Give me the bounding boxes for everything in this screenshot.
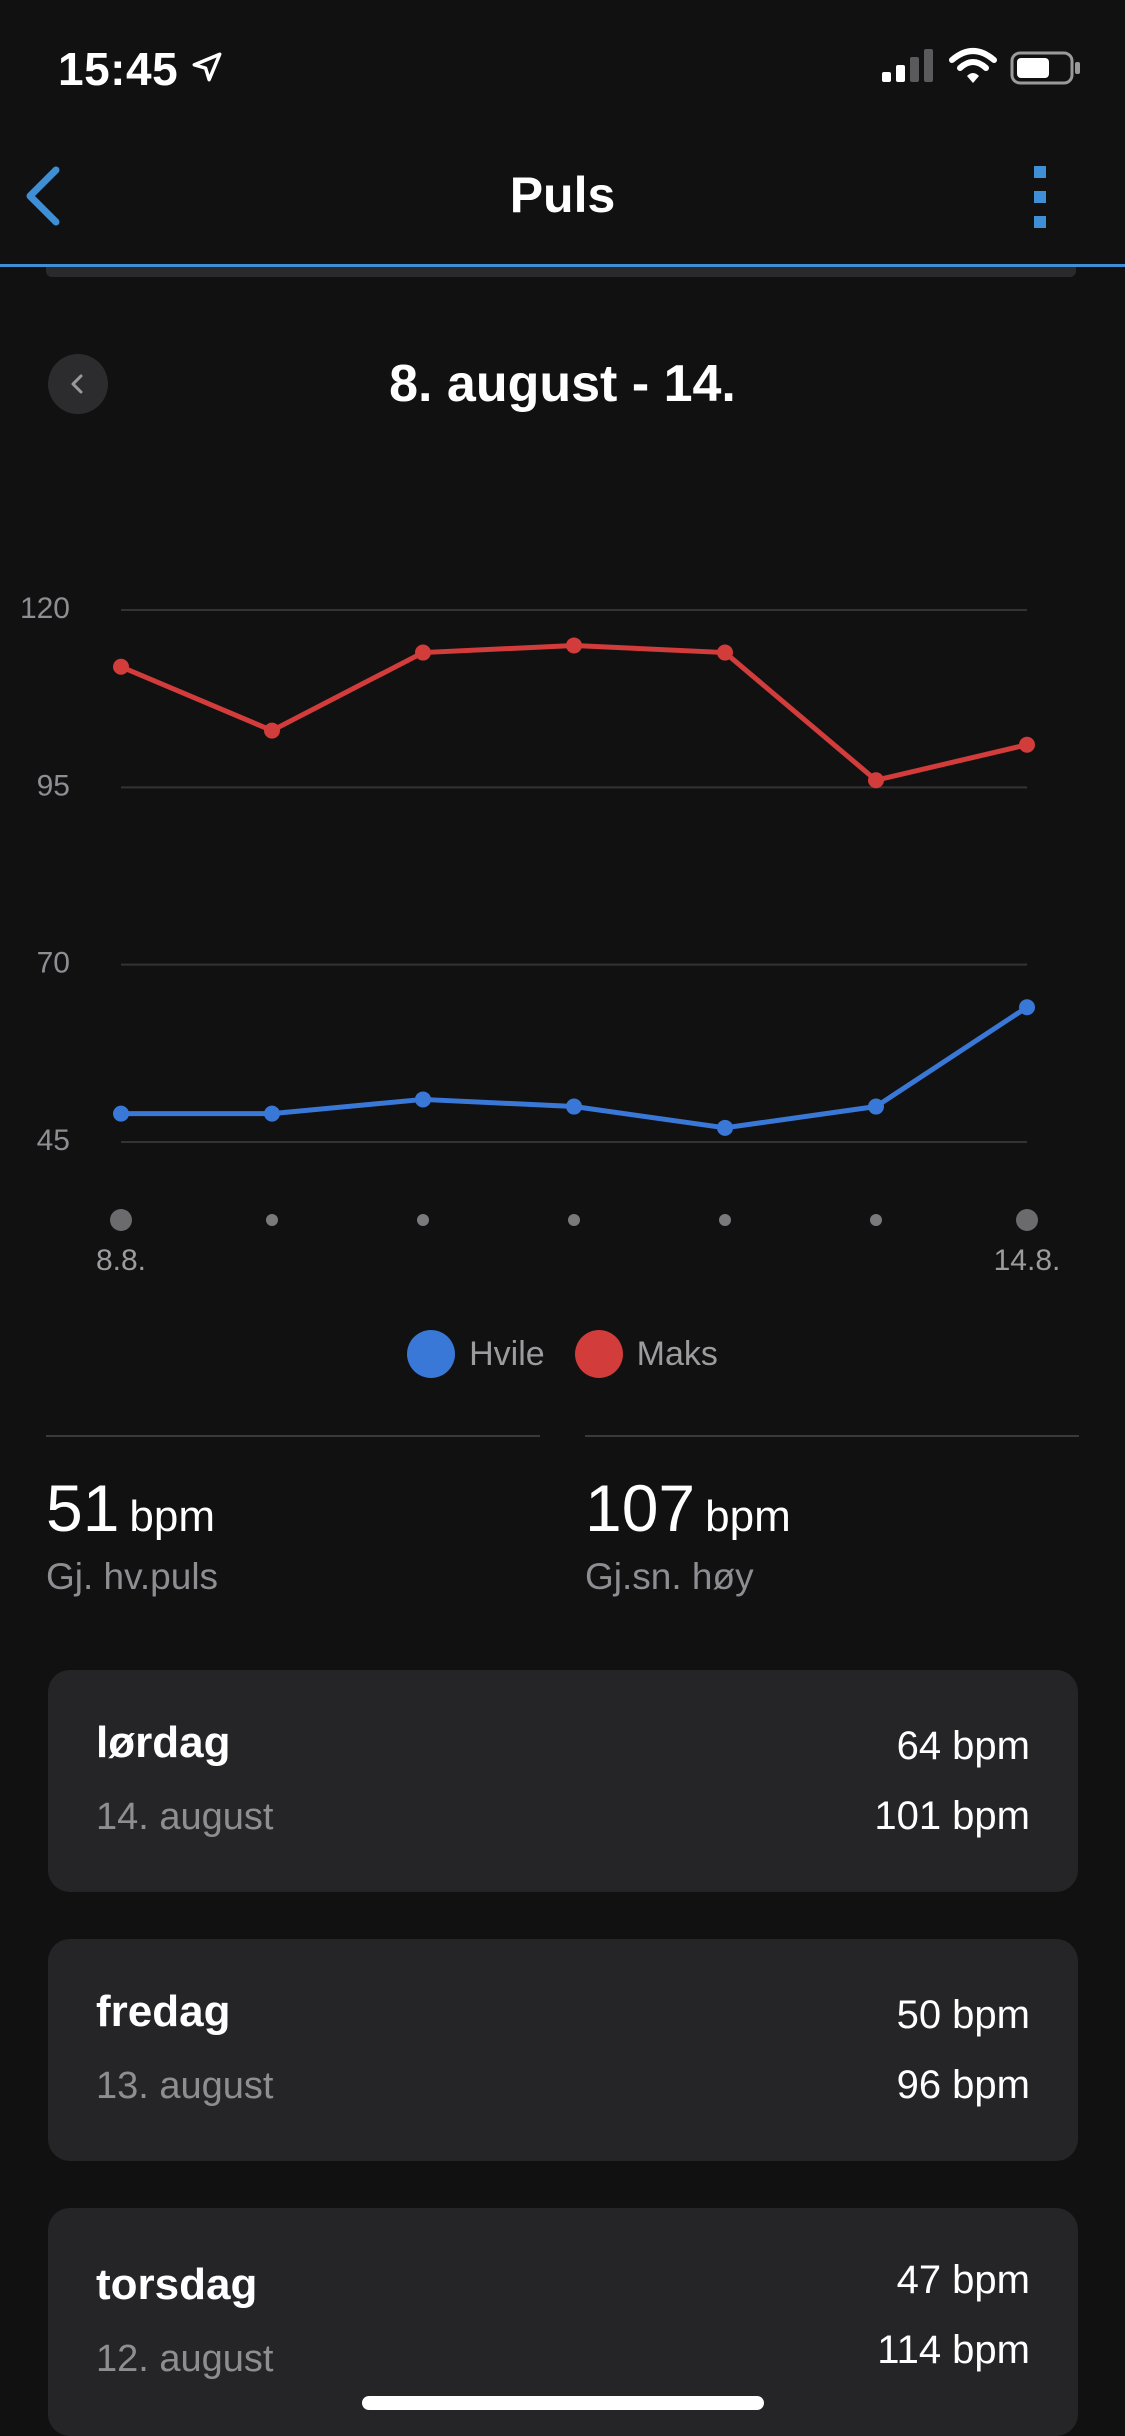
- stats-divider-left: [46, 1435, 540, 1437]
- nav-divider: [0, 264, 1125, 267]
- x-tick-dot: [719, 1214, 731, 1226]
- y-tick-label: 45: [37, 1124, 70, 1157]
- series-line-maks: [120, 642, 1028, 783]
- page-title: Puls: [509, 167, 616, 223]
- x-tick-dot: [110, 1209, 132, 1231]
- x-tick-dot: [870, 1214, 882, 1226]
- legend-label-hvile: Hvile: [469, 1334, 545, 1373]
- day-resting-hr: 50 bpm: [896, 1993, 1030, 2037]
- data-point-hvile: [113, 1105, 129, 1122]
- high-average-value: 107: [585, 1471, 696, 1545]
- high-average-unit: bpm: [705, 1492, 791, 1541]
- stats-divider-right: [585, 1435, 1079, 1437]
- previous-period-button[interactable]: [48, 354, 108, 414]
- period-title: 8. august - 14.: [389, 355, 736, 413]
- data-point-maks: [1019, 736, 1035, 753]
- day-card-lordag[interactable]: lørdag 14. august 64 bpm 101 bpm: [48, 1670, 1078, 1892]
- cellular-signal-icon: [882, 49, 933, 82]
- data-point-hvile: [566, 1098, 582, 1115]
- more-options-button[interactable]: [1020, 162, 1060, 232]
- day-max-hr: 96 bpm: [896, 2063, 1030, 2107]
- data-point-hvile: [868, 1098, 884, 1115]
- data-point-maks: [264, 722, 280, 739]
- tab-bar-edge: [46, 267, 1076, 277]
- data-point-maks: [868, 772, 884, 789]
- day-date: 14. august: [96, 1796, 274, 1838]
- y-tick-label: 120: [20, 592, 70, 625]
- y-tick-label: 70: [37, 947, 70, 980]
- battery-icon: [1010, 51, 1080, 85]
- y-tick-label: 95: [37, 769, 70, 802]
- day-card-fredag[interactable]: fredag 13. august 50 bpm 96 bpm: [48, 1939, 1078, 2161]
- data-point-maks: [113, 658, 129, 675]
- legend-item-maks: Maks: [574, 1330, 718, 1378]
- data-point-maks: [415, 644, 431, 661]
- day-name: lørdag: [96, 1718, 231, 1767]
- data-point-hvile: [415, 1091, 431, 1108]
- day-max-hr: 101 bpm: [874, 1794, 1030, 1838]
- day-resting-hr: 64 bpm: [896, 1724, 1030, 1768]
- day-date: 12. august: [96, 2338, 274, 2380]
- resting-average-label: Gj. hv.puls: [46, 1556, 219, 1597]
- x-tick-label: 8.8.: [96, 1244, 146, 1277]
- data-point-maks: [566, 637, 582, 654]
- x-tick-dot: [417, 1214, 429, 1226]
- back-button[interactable]: [18, 164, 68, 228]
- resting-average-unit: bpm: [129, 1492, 216, 1541]
- legend-item-hvile: Hvile: [407, 1330, 545, 1378]
- wifi-icon: [949, 48, 997, 83]
- data-point-hvile: [1019, 999, 1035, 1016]
- chart-legend: Hvile Maks: [0, 1330, 1125, 1378]
- status-time: 15:45: [58, 43, 179, 95]
- day-resting-hr: 47 bpm: [896, 2258, 1030, 2302]
- legend-label-maks: Maks: [636, 1334, 718, 1373]
- legend-swatch-hvile: [407, 1330, 456, 1378]
- data-point-hvile: [264, 1105, 280, 1122]
- heart-rate-chart: 120 95 70 45 8.8. 14.8.: [20, 592, 1061, 1277]
- x-tick-dot: [266, 1214, 278, 1226]
- day-name: torsdag: [96, 2260, 258, 2309]
- home-indicator: [362, 2396, 764, 2410]
- day-date: 13. august: [96, 2065, 274, 2107]
- high-average-stat: 107 bpm Gj.sn. høy: [585, 1470, 791, 1598]
- resting-average-value: 51: [46, 1471, 120, 1545]
- data-point-maks: [717, 644, 733, 661]
- day-name: fredag: [96, 1987, 231, 2036]
- legend-swatch-maks: [574, 1330, 623, 1378]
- resting-average-stat: 51 bpm Gj. hv.puls: [46, 1470, 218, 1598]
- day-max-hr: 114 bpm: [877, 2328, 1030, 2372]
- x-tick-dot: [1016, 1209, 1038, 1231]
- high-average-label: Gj.sn. høy: [585, 1556, 754, 1597]
- x-tick-label: 14.8.: [994, 1244, 1061, 1277]
- location-arrow-icon: [192, 52, 222, 82]
- chevron-left-icon: [71, 374, 83, 394]
- data-point-hvile: [717, 1119, 733, 1136]
- x-tick-dot: [568, 1214, 580, 1226]
